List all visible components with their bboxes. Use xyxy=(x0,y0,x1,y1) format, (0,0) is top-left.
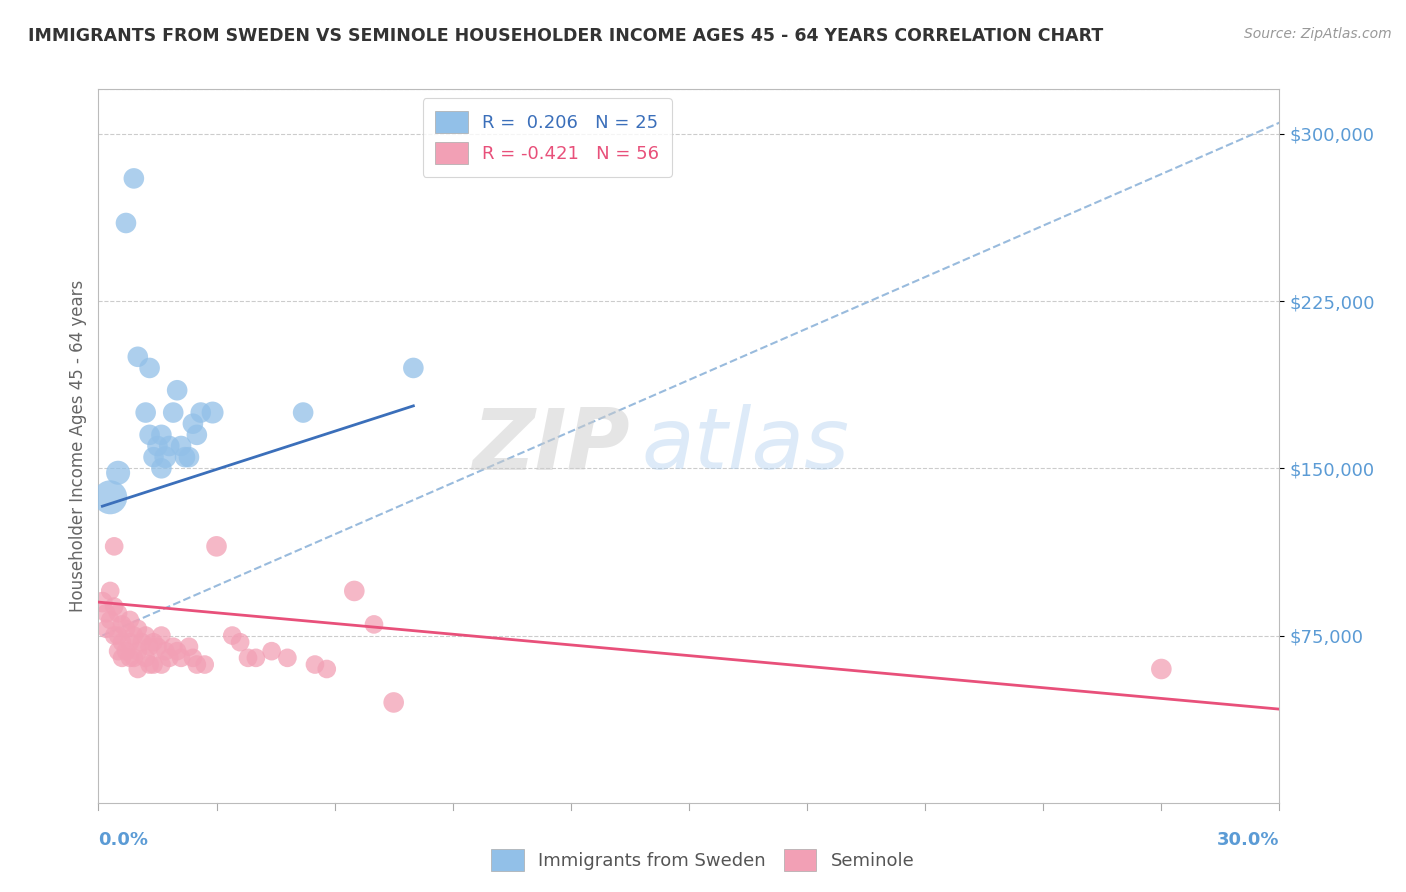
Point xyxy=(111,617,134,632)
Point xyxy=(138,427,160,442)
Point xyxy=(118,651,141,665)
Point xyxy=(174,450,197,464)
Point xyxy=(201,405,224,419)
Point xyxy=(127,662,149,676)
Point xyxy=(96,607,118,621)
Point xyxy=(162,640,184,654)
Point xyxy=(135,405,157,419)
Text: 30.0%: 30.0% xyxy=(1218,831,1279,849)
Point xyxy=(118,635,141,649)
Legend: Immigrants from Sweden, Seminole: Immigrants from Sweden, Seminole xyxy=(484,842,922,879)
Point xyxy=(127,644,149,658)
Point xyxy=(103,539,125,553)
Point xyxy=(186,427,208,442)
Point xyxy=(111,635,134,649)
Point xyxy=(127,350,149,364)
Point xyxy=(146,640,169,654)
Point xyxy=(276,651,298,665)
Point xyxy=(170,651,193,665)
Point xyxy=(122,651,145,665)
Point xyxy=(155,450,177,464)
Point xyxy=(122,171,145,186)
Point xyxy=(150,628,173,642)
Point xyxy=(245,651,267,665)
Point xyxy=(343,583,366,598)
Point xyxy=(111,651,134,665)
Point xyxy=(181,417,204,431)
Point xyxy=(194,657,217,672)
Point xyxy=(229,635,252,649)
Point xyxy=(181,651,204,665)
Point xyxy=(177,640,200,654)
Point xyxy=(157,651,180,665)
Point xyxy=(96,622,118,636)
Point xyxy=(186,657,208,672)
Point xyxy=(150,427,173,442)
Point xyxy=(142,657,165,672)
Point xyxy=(304,657,326,672)
Point xyxy=(166,384,188,398)
Point xyxy=(135,651,157,665)
Point xyxy=(292,405,315,419)
Text: 0.0%: 0.0% xyxy=(98,831,149,849)
Point xyxy=(107,644,129,658)
Point xyxy=(135,628,157,642)
Point xyxy=(157,439,180,453)
Point xyxy=(155,644,177,658)
Point xyxy=(98,490,121,504)
Point xyxy=(103,599,125,614)
Point xyxy=(115,622,138,636)
Point xyxy=(138,657,160,672)
Point xyxy=(363,617,385,632)
Point xyxy=(402,360,425,375)
Text: Source: ZipAtlas.com: Source: ZipAtlas.com xyxy=(1244,27,1392,41)
Point xyxy=(142,635,165,649)
Point xyxy=(107,607,129,621)
Point xyxy=(98,583,121,598)
Point xyxy=(142,450,165,464)
Point xyxy=(205,539,228,553)
Point xyxy=(150,461,173,475)
Point xyxy=(122,628,145,642)
Point xyxy=(162,405,184,419)
Point xyxy=(103,628,125,642)
Point xyxy=(221,628,243,642)
Text: ZIP: ZIP xyxy=(472,404,630,488)
Point xyxy=(138,360,160,375)
Legend: R =  0.206   N = 25, R = -0.421   N = 56: R = 0.206 N = 25, R = -0.421 N = 56 xyxy=(423,98,672,177)
Point xyxy=(382,696,405,710)
Point xyxy=(146,439,169,453)
Point xyxy=(170,439,193,453)
Point xyxy=(236,651,259,665)
Text: IMMIGRANTS FROM SWEDEN VS SEMINOLE HOUSEHOLDER INCOME AGES 45 - 64 YEARS CORRELA: IMMIGRANTS FROM SWEDEN VS SEMINOLE HOUSE… xyxy=(28,27,1104,45)
Point xyxy=(98,613,121,627)
Point xyxy=(260,644,283,658)
Point xyxy=(115,216,138,230)
Y-axis label: Householder Income Ages 45 - 64 years: Householder Income Ages 45 - 64 years xyxy=(69,280,87,612)
Point xyxy=(150,657,173,672)
Point xyxy=(127,622,149,636)
Point xyxy=(190,405,212,419)
Point xyxy=(131,635,153,649)
Point xyxy=(138,640,160,654)
Point xyxy=(166,644,188,658)
Point xyxy=(118,613,141,627)
Point xyxy=(177,450,200,464)
Point xyxy=(107,466,129,480)
Point xyxy=(315,662,337,676)
Point xyxy=(91,595,114,609)
Point xyxy=(107,628,129,642)
Text: atlas: atlas xyxy=(641,404,849,488)
Point xyxy=(1150,662,1173,676)
Point xyxy=(115,644,138,658)
